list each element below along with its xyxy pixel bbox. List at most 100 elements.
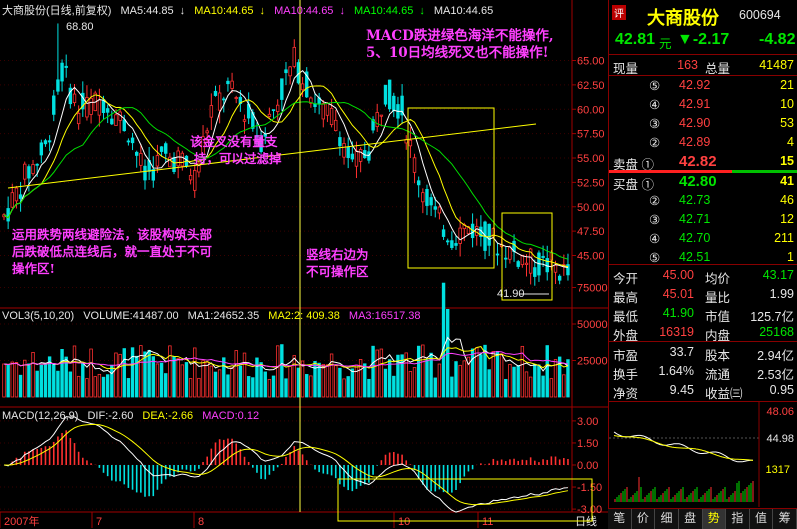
stock-header: 评 大商股份 600694 [609,2,797,29]
annotation-line: 不可操作区 [306,264,369,279]
volume-bar [188,378,193,398]
candle-body [213,90,218,96]
highlight-box [407,107,495,269]
stat-row: 最低 41.90 市值 125.7亿 [609,304,797,324]
annotation-line: 竖线右边为 [306,247,369,262]
candle-body [504,257,508,260]
sell-price: 42.91 [679,97,711,111]
candle-body [114,114,118,126]
candle-body [6,208,10,222]
volume-bar [300,360,305,398]
sell-row[interactable]: ⑤ 42.92 21 [609,76,797,95]
fund-value: 0.95 [769,383,794,397]
tab-1[interactable]: 价 [632,509,656,529]
volume-bar [329,353,334,398]
sell-row[interactable]: ② 42.89 4 [609,133,797,152]
ma10-value-1: MA10:44.65 [194,5,254,17]
candle-body [433,206,437,210]
candle-body [197,162,201,173]
volume-bar [205,361,209,398]
buy-row[interactable]: 买盘 ① 42.80 41 [609,172,797,192]
candle-body [31,164,35,175]
tab-5[interactable]: 指 [726,509,750,529]
volume-bar [101,376,106,398]
divider [609,264,797,265]
price-tick-label: 45.00 [577,251,605,263]
buy-row[interactable]: ⑤ 42.51 1 [609,248,797,267]
volume-bar [499,353,504,398]
divider [609,341,797,342]
buy-row[interactable]: ③ 42.71 12 [609,210,797,229]
candle-body [155,155,160,167]
volume-bar [118,353,122,398]
volume-bar [147,350,151,398]
buy-price: 42.71 [679,212,711,226]
sell-row[interactable]: 卖盘 ① 42.82 15 [609,152,797,172]
volume-bar [458,364,462,398]
macd-tick-label: 1.50 [577,438,598,450]
date-tick-label: 2007年 [4,514,39,528]
volume-bar [400,354,404,398]
tab-6[interactable]: 值 [750,509,774,529]
volume-bar [321,363,326,398]
candle-body [72,93,77,104]
volume-bar [367,378,371,398]
buy-row[interactable]: ② 42.73 46 [609,191,797,210]
volume-bar [226,374,230,398]
mini-intraday-chart[interactable]: 48.06 44.98 1317 [609,402,797,507]
buy-row[interactable]: ④ 42.70 211 [609,229,797,248]
fund-value: 33.7 [669,345,694,359]
tab-0[interactable]: 笔 [608,509,632,529]
kline-chart-area[interactable]: 65.00 62.50 60.00 57.50 55.00 52.50 50.00 47.50… [0,0,608,528]
stat-value: 45.00 [662,268,694,282]
tab-3[interactable]: 盘 [679,509,703,529]
volume-bar [305,374,309,398]
tab-2[interactable]: 细 [655,509,679,529]
volume-bar [126,378,131,398]
volume-bar [371,345,375,398]
fund-label: 市盈 [613,349,639,363]
volume-bar [404,352,408,398]
volume-bar [242,352,247,398]
volume-bar [134,355,139,398]
sell-volume: 10 [780,97,794,111]
stat-label: 均价 [705,272,731,286]
candle-body [321,103,326,120]
candle-body [143,165,147,181]
mini-top-price: 48.06 [766,406,794,418]
sell-row[interactable]: ③ 42.90 53 [609,114,797,133]
fund-label: 收益㈢ [705,387,743,401]
stat-label: 量比 [705,291,731,305]
candle-body [309,97,313,104]
volume-bar [110,364,114,398]
candle-body [234,97,238,99]
volume-bar [524,371,529,398]
price-change: ▼-2.17 [677,31,730,48]
rating-badge[interactable]: 评 [612,5,626,20]
tab-7[interactable]: 筹 [773,509,797,529]
annotation-top-right: MACD跌进绿色海洋不能操作, 5、10日均线死叉也不能操作! [366,28,554,62]
candle-body [47,140,52,143]
sell-row[interactable]: ④ 42.91 10 [609,95,797,114]
mini-avg-line [613,435,754,461]
volume-bar [284,378,288,398]
fund-label: 流通 [705,368,731,382]
stat-value: 45.01 [662,287,694,301]
vol-ma1: MA1:24652.35 [187,310,260,322]
candle-body [338,137,342,147]
buy-level-label: 买盘 ① [613,178,654,192]
volume-bar [483,344,487,398]
volume-bar [325,364,330,398]
volume-bar [441,282,446,398]
volume-bar [296,367,301,398]
volume-bar [172,356,176,398]
volume-bar [275,345,280,398]
low-price-label: 41.90 [497,288,525,300]
tab-4[interactable]: 势 [702,509,727,529]
volume-bar [487,369,491,398]
volume-bar [93,376,97,398]
candle-body [164,143,168,154]
chart-canvas[interactable]: 65.00 62.50 60.00 57.50 55.00 52.50 50.00 47.50… [0,0,608,528]
volume-bar [151,356,155,398]
ma10-value-3: MA10:44.65 [354,5,414,17]
